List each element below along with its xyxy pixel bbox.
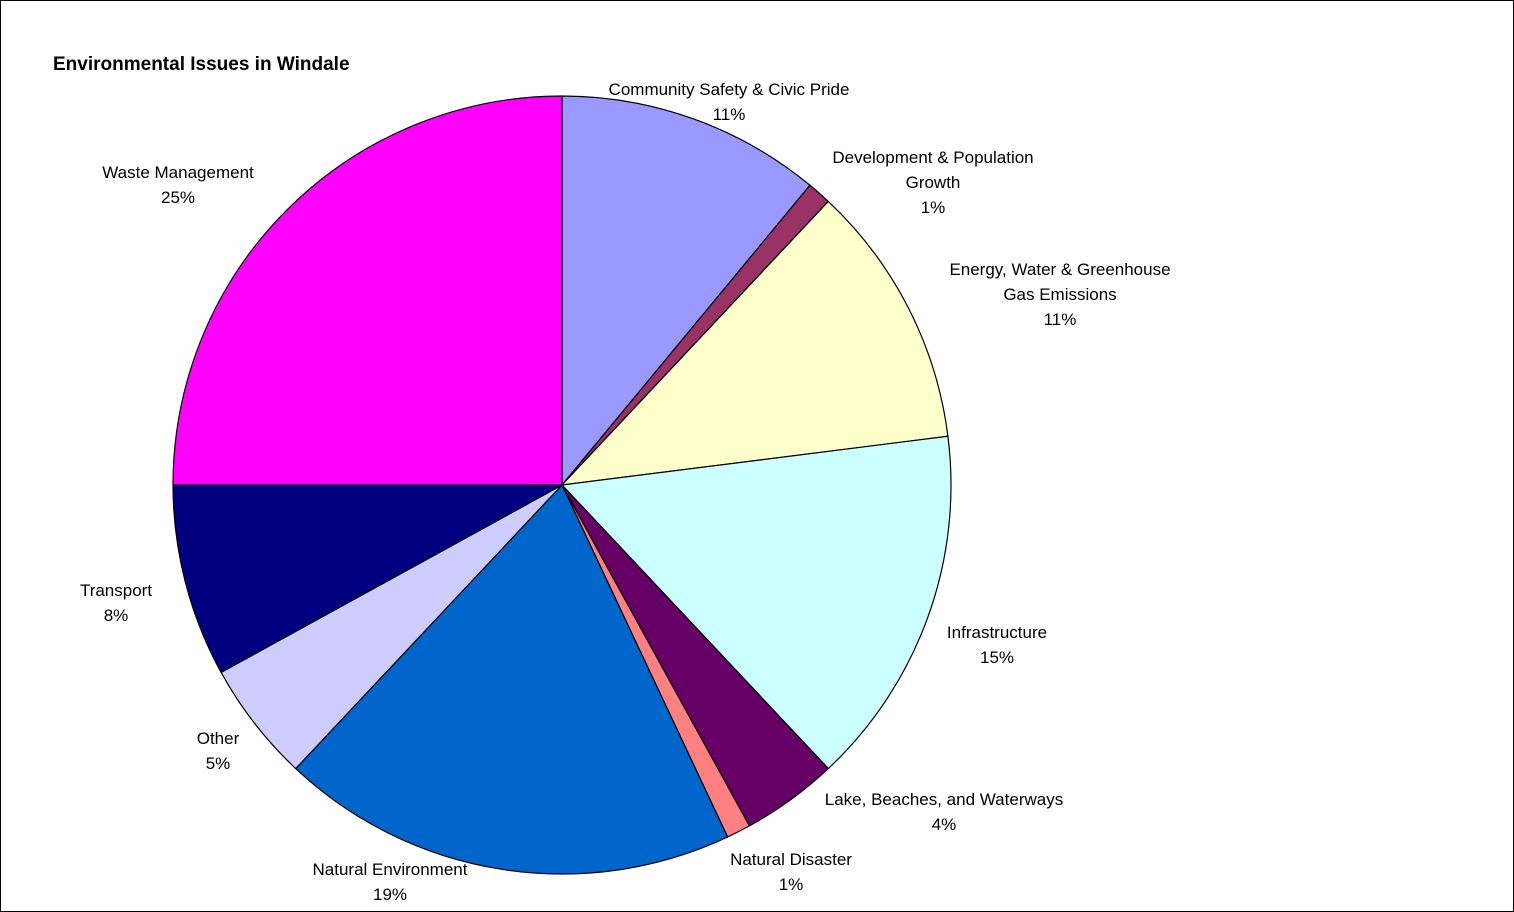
slice-category-label: Transport: [80, 581, 152, 600]
slice-category-label: Energy, Water & Greenhouse: [949, 260, 1170, 279]
pie-slice-transport: [172, 484, 563, 673]
slice-label-transport: Transport 8%: [80, 581, 152, 625]
chart-title: Environmental Issues in Windale: [53, 54, 350, 75]
slice-category-label: Development & Population: [832, 148, 1033, 167]
slice-category-label: Natural Environment: [313, 860, 468, 879]
slice-value-label: 1%: [921, 198, 946, 217]
slice-label-lake-beaches-and-waterways: Lake, Beaches, and Waterways 4%: [825, 790, 1063, 834]
slice-label-energy-water-and-greenhouse-gas-emissions: Energy, Water & Greenhouse Gas Emissions 1…: [949, 260, 1170, 329]
slice-value-label: 19%: [373, 885, 407, 904]
slice-label-natural-environment: Natural Environment 19%: [313, 860, 468, 904]
slice-category-label: Gas Emissions: [1003, 285, 1116, 304]
slice-label-natural-disaster: Natural Disaster 1%: [730, 850, 852, 894]
slice-category-label: Lake, Beaches, and Waterways: [825, 790, 1063, 809]
slice-value-label: 25%: [161, 188, 195, 207]
pie-slices: [172, 95, 952, 875]
slice-value-label: 5%: [206, 754, 231, 773]
slice-value-label: 11%: [1044, 310, 1077, 329]
slice-label-community-safety-and-civic-pride: Community Safety & Civic Pride 11%: [609, 80, 850, 124]
pie-slice-natural-environment: [295, 484, 729, 875]
pie-slice-waste-management: [172, 95, 563, 486]
slice-category-label: Waste Management: [102, 163, 254, 182]
slice-value-label: 4%: [932, 815, 957, 834]
slice-labels: Community Safety & Civic Pride 11% Develop…: [80, 80, 1171, 904]
slice-label-waste-management: Waste Management 25%: [102, 163, 254, 207]
slice-value-label: 15%: [980, 648, 1014, 667]
slice-label-other: Other 5%: [197, 729, 240, 773]
slice-category-label: Natural Disaster: [730, 850, 852, 869]
slice-value-label: 1%: [779, 875, 804, 894]
pie-slice-community-safety-and-civic-pride: [561, 95, 811, 486]
pie-slice-infrastructure: [561, 435, 952, 770]
slice-category-label: Community Safety & Civic Pride: [609, 80, 850, 99]
slice-category-label: Other: [197, 729, 240, 748]
pie-slice-energy-water-and-greenhouse-gas-emissions: [561, 200, 949, 486]
slice-label-infrastructure: Infrastructure 15%: [947, 623, 1047, 667]
slice-value-label: 11%: [713, 105, 746, 124]
slice-value-label: 8%: [104, 606, 129, 625]
slice-category-label: Infrastructure: [947, 623, 1047, 642]
slice-label-development-and-population-growth: Development & Population Growth 1%: [832, 148, 1033, 217]
slice-category-label: Growth: [906, 173, 961, 192]
